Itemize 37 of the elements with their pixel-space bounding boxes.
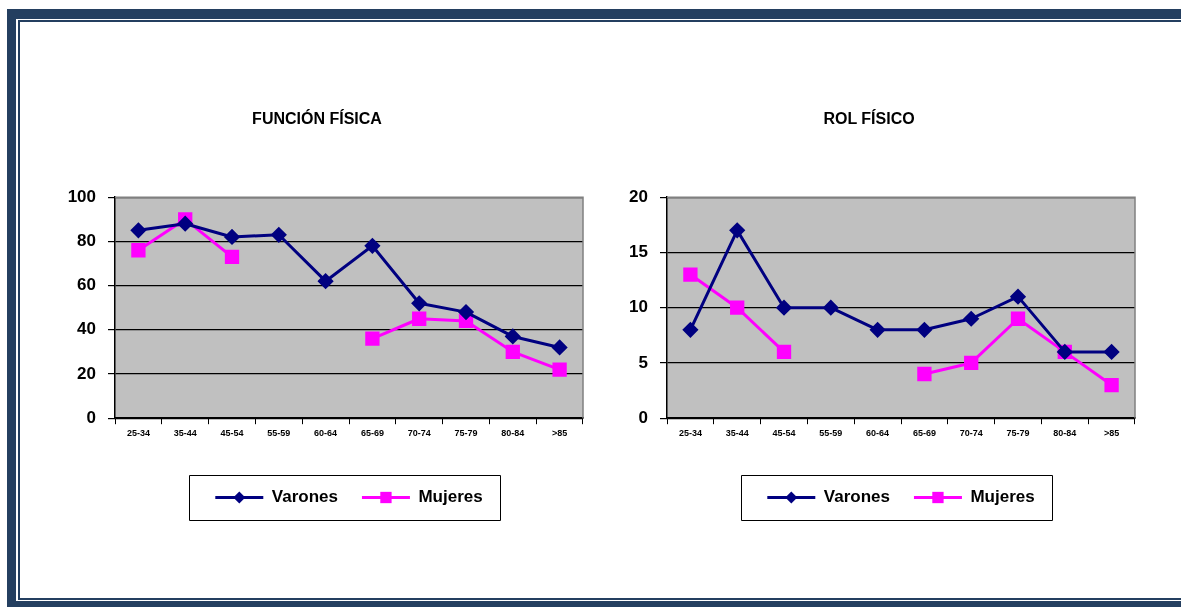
y-tick-label: 0	[86, 407, 96, 427]
x-tick-label: 80-84	[501, 428, 525, 439]
x-tick-label: 75-79	[1006, 428, 1030, 439]
x-tick-label: 70-74	[407, 428, 431, 439]
x-tick-label: 25-34	[678, 428, 702, 439]
y-tick-label: 100	[67, 186, 96, 206]
y-tick-label: 10	[629, 297, 648, 317]
x-tick-label: 35-44	[173, 428, 197, 439]
x-tick-label: 35-44	[725, 428, 749, 439]
legend-label: Mujeres	[418, 487, 483, 507]
x-tick-label: 60-64	[866, 428, 890, 439]
y-tick-label: 15	[629, 242, 648, 262]
x-tick-label: 60-64	[314, 428, 338, 439]
y-tick-label: 0	[638, 407, 648, 427]
x-tick-label: 55-59	[267, 428, 291, 439]
x-tick-label: 45-54	[220, 428, 244, 439]
y-tick-label: 20	[629, 186, 648, 206]
y-tick-label: 20	[77, 363, 96, 383]
y-tick-label: 60	[77, 275, 96, 295]
legend-label: Mujeres	[970, 487, 1035, 507]
x-tick-label: 80-84	[1053, 428, 1077, 439]
chart-title: FUNCIÓN FÍSICA	[252, 109, 383, 128]
x-tick-label: >85	[551, 428, 568, 439]
legend-label: Varones	[271, 487, 338, 507]
y-tick-label: 5	[638, 352, 648, 372]
x-tick-label: >85	[1103, 428, 1120, 439]
legend-label: Varones	[823, 487, 890, 507]
y-tick-label: 80	[77, 231, 96, 251]
x-tick-label: 25-34	[126, 428, 150, 439]
y-tick-label: 40	[77, 319, 96, 339]
x-tick-label: 75-79	[454, 428, 478, 439]
x-tick-label: 70-74	[959, 428, 983, 439]
x-tick-label: 55-59	[819, 428, 843, 439]
chart-title: ROL FÍSICO	[823, 109, 915, 128]
x-tick-label: 65-69	[360, 428, 384, 439]
x-tick-label: 65-69	[912, 428, 936, 439]
x-tick-label: 45-54	[772, 428, 796, 439]
